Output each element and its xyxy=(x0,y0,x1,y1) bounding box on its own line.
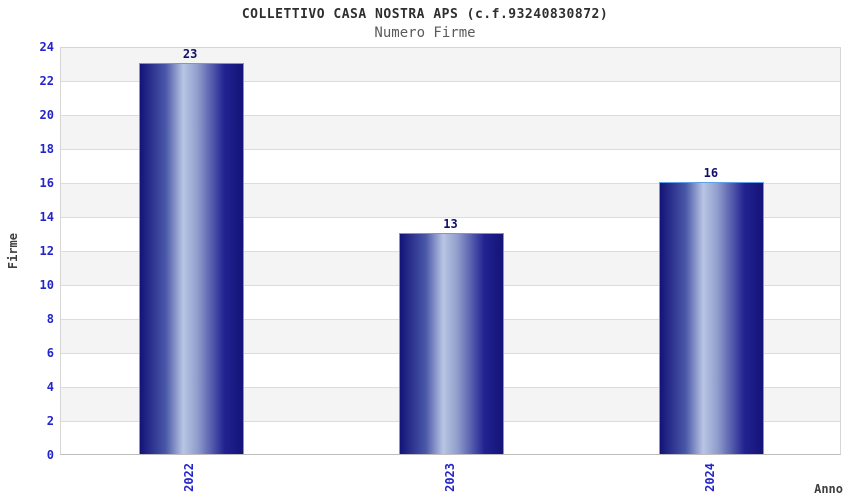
y-tick-label: 2 xyxy=(46,414,54,428)
y-axis-label: Firme xyxy=(6,232,20,270)
bar-2024 xyxy=(659,182,765,454)
plot-area xyxy=(60,47,841,455)
chart-subtitle: Numero Firme xyxy=(374,25,476,41)
y-tick-label: 12 xyxy=(39,244,54,258)
bar-2022 xyxy=(138,63,244,454)
y-tick-label: 10 xyxy=(39,278,54,292)
bar-value-label: 16 xyxy=(703,166,719,180)
y-tick-label: 8 xyxy=(46,312,54,326)
gridline xyxy=(61,183,840,184)
gridline xyxy=(61,149,840,150)
y-tick-label: 0 xyxy=(46,448,54,462)
y-tick-label: 18 xyxy=(39,142,54,156)
x-axis-label: Anno xyxy=(814,482,843,496)
chart-title: COLLETTIVO CASA NOSTRA APS (c.f.93240830… xyxy=(241,7,609,22)
x-tick-label: 2022 xyxy=(182,463,197,492)
y-tick-label: 6 xyxy=(46,346,54,360)
y-tick-label: 24 xyxy=(39,40,54,54)
gridline xyxy=(61,217,840,218)
y-tick-label: 14 xyxy=(39,210,54,224)
bar-value-label: 23 xyxy=(182,47,198,61)
gridline xyxy=(61,115,840,116)
y-tick-label: 22 xyxy=(39,74,54,88)
y-tick-label: 16 xyxy=(39,176,54,190)
gridline xyxy=(61,81,840,82)
y-tick-label: 4 xyxy=(46,380,54,394)
y-tick-label: 20 xyxy=(39,108,54,122)
bar-value-label: 13 xyxy=(443,217,458,231)
x-tick-label: 2024 xyxy=(702,463,717,492)
x-tick-label: 2023 xyxy=(442,463,457,492)
y-axis-label-wrap: Firme xyxy=(6,47,20,455)
bar-2023 xyxy=(399,233,504,454)
